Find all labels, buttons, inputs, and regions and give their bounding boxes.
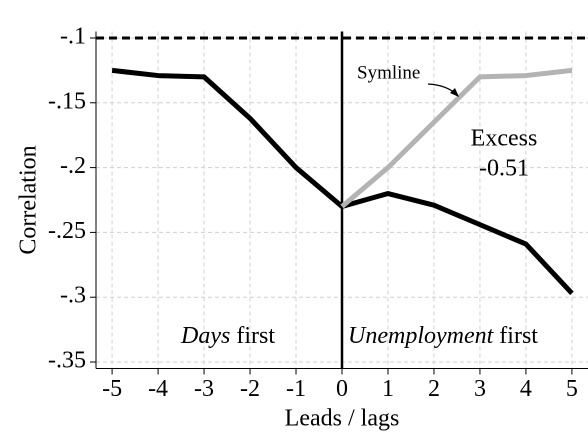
x-tick-label: -2 [240, 376, 260, 402]
annotation: Unemployment first [348, 323, 538, 349]
series-label: Symline [357, 62, 420, 83]
x-tick-label: 2 [428, 376, 440, 402]
x-tick-label: -1 [286, 376, 306, 402]
x-tick-label: 1 [382, 376, 394, 402]
x-axis-title: Leads / lags [285, 406, 400, 432]
y-axis-title: Correlation [16, 145, 42, 254]
y-tick-label: -.1 [60, 23, 86, 49]
y-tick-label: -.15 [48, 88, 86, 114]
x-tick-label: -3 [194, 376, 214, 402]
x-tick-label: 0 [336, 376, 348, 402]
annotation: -0.51 [479, 156, 529, 182]
series-line [111, 67, 574, 296]
annotation-text: first [493, 323, 538, 349]
annotation: Excess [471, 126, 538, 152]
x-tick-label: -4 [148, 376, 168, 402]
annotation-text: first [230, 323, 275, 349]
annotation-italic: Days [180, 323, 230, 349]
x-tick-label: 5 [566, 376, 578, 402]
x-tick-label: -5 [102, 376, 122, 402]
annotation: Days first [180, 323, 275, 349]
arrowhead [450, 88, 459, 97]
x-tick-label: 4 [520, 376, 532, 402]
y-tick-label: -.35 [48, 348, 86, 374]
series-line [340, 67, 573, 209]
y-tick-label: -.2 [60, 153, 86, 179]
y-tick-label: -.3 [60, 283, 86, 309]
y-tick-label: -.25 [48, 218, 86, 244]
x-tick-label: 3 [474, 376, 486, 402]
annotation-italic: Unemployment [348, 323, 495, 349]
